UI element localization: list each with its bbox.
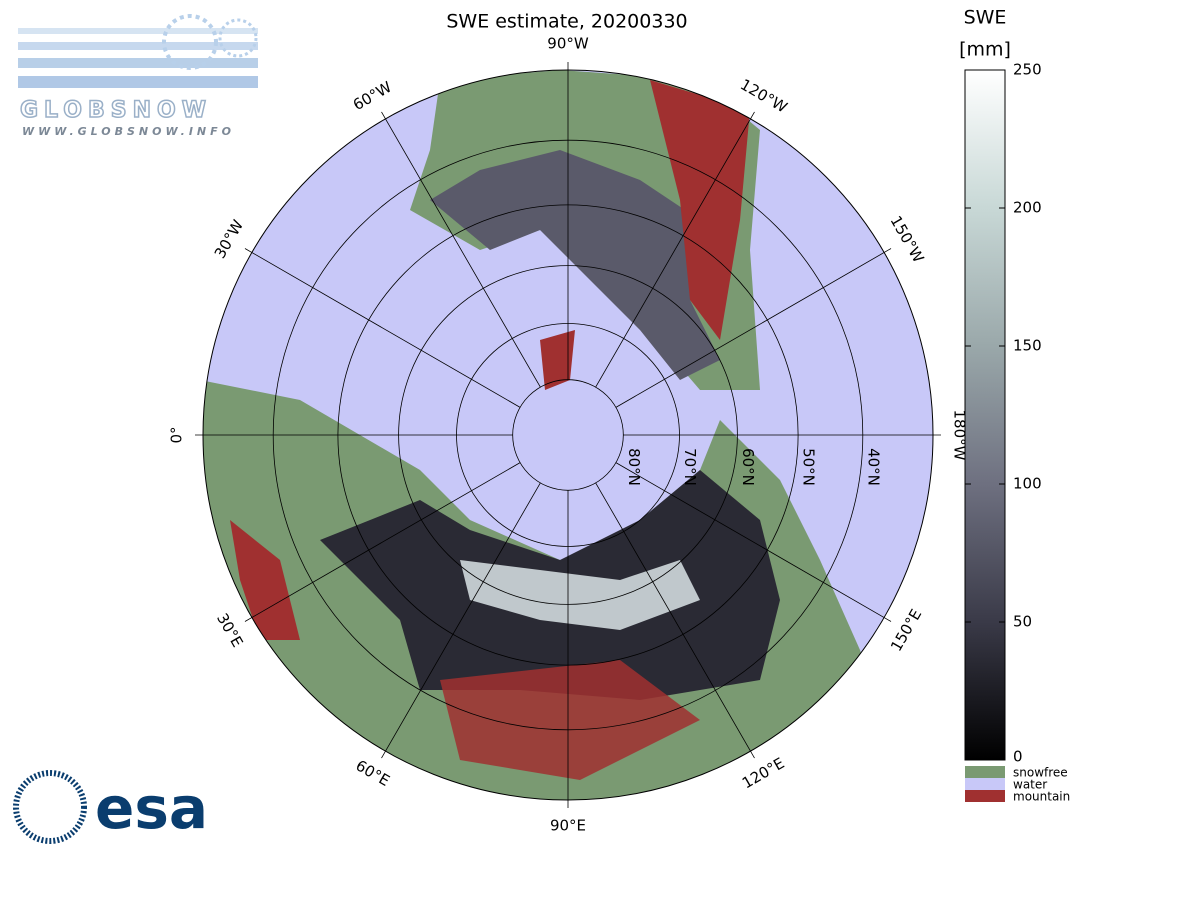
map-disc xyxy=(203,70,933,800)
meridian-label: 30°E xyxy=(213,610,247,650)
colorbar-title: SWE xyxy=(964,7,1007,29)
logo-stripe xyxy=(18,76,258,88)
colorbar-tick-label: 150 xyxy=(1013,337,1042,355)
meridian-label: 150°E xyxy=(887,606,925,654)
logo-stripe xyxy=(18,42,258,50)
class-swatch xyxy=(965,778,1005,790)
central-asia-mountains xyxy=(440,660,700,780)
parallel-label: 80°N xyxy=(625,448,643,486)
snowflake xyxy=(218,18,258,58)
parallel-label: 70°N xyxy=(681,448,699,486)
meridian xyxy=(244,462,521,622)
graticule: 80°N 70°N 60°N 50°N 40°N xyxy=(195,62,941,808)
class-label: mountain xyxy=(1013,790,1070,804)
meridian xyxy=(615,462,892,622)
parallel-label: 50°N xyxy=(800,448,818,486)
colorbar-tick-label: 250 xyxy=(1013,61,1042,79)
esa-swirl xyxy=(13,770,87,844)
colorbar xyxy=(964,69,1006,761)
logo-stripe xyxy=(18,28,258,34)
colorbar-tick-label: 200 xyxy=(1013,199,1042,217)
eurasia-deep-snow xyxy=(460,560,700,630)
meridian-label: 150°W xyxy=(887,213,928,266)
class-swatch xyxy=(965,790,1005,802)
meridian-label: 180°W xyxy=(951,410,969,461)
globsnow-logo: GLOBSNOW WWW.GLOBSNOW.INFO xyxy=(18,14,258,138)
parallel-label: 40°N xyxy=(864,448,882,486)
europe-mountains xyxy=(230,520,300,640)
meridian-label: 120°W xyxy=(737,75,790,116)
colorbar-tick-label: 100 xyxy=(1013,475,1042,493)
class-label: snowfree xyxy=(1013,766,1068,780)
meridian xyxy=(595,482,755,759)
meridian xyxy=(615,248,892,408)
meridian xyxy=(244,248,521,408)
meridian-label: 60°E xyxy=(353,756,393,790)
esa-logo: esa xyxy=(13,770,208,844)
meridian xyxy=(381,482,541,759)
class-swatch xyxy=(965,766,1005,778)
globsnow-url: WWW.GLOBSNOW.INFO xyxy=(22,125,235,138)
meridian-label: 90°W xyxy=(547,35,589,53)
meridian-label: 0° xyxy=(168,426,186,443)
class-label: water xyxy=(1013,778,1047,792)
meridian-label: 90°E xyxy=(550,817,586,835)
colorbar-tick-label: 50 xyxy=(1013,613,1032,631)
parallel-label: 60°N xyxy=(739,448,757,486)
greenland-edge xyxy=(540,330,575,390)
snowflake xyxy=(162,14,218,70)
logo-stripe xyxy=(18,58,258,68)
rockies xyxy=(650,80,750,340)
america-snow xyxy=(430,150,720,380)
meridian xyxy=(595,111,755,388)
meridian-label: 120°E xyxy=(739,754,787,792)
meridian xyxy=(381,111,541,388)
map-border xyxy=(202,69,934,801)
globsnow-text: GLOBSNOW xyxy=(20,98,212,123)
colorbar-tick-label: 0 xyxy=(1013,748,1023,766)
meridian-label: 30°W xyxy=(211,217,247,262)
colorbar-unit: [mm] xyxy=(959,39,1011,61)
meridian-label: 60°W xyxy=(350,78,395,114)
esa-text: esa xyxy=(95,774,208,842)
title: SWE estimate, 20200330 xyxy=(446,11,687,33)
